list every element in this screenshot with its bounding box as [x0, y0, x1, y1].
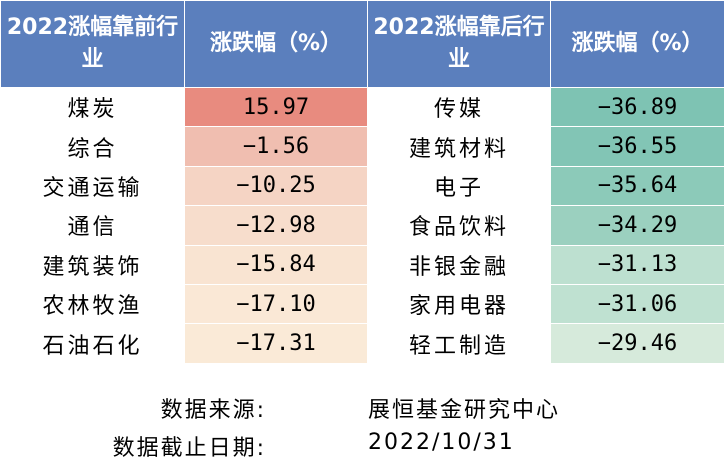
table-row: 通信 −12.98 食品饮料 −34.29 — [0, 205, 724, 246]
data-date-line: 数据截止日期: 2022/10/31 — [0, 430, 724, 466]
bottom-change-cell: −29.46 — [550, 323, 724, 364]
header-top-change: 涨跌幅（%） — [184, 0, 368, 88]
bottom-industry-cell: 电子 — [367, 165, 551, 207]
top-change-cell: −17.31 — [184, 323, 368, 364]
top-change-cell: 15.97 — [184, 86, 368, 128]
bottom-industry-cell: 非银金融 — [367, 244, 551, 285]
top-industry-cell: 建筑装饰 — [0, 244, 185, 285]
top-industry-cell: 石油石化 — [0, 323, 185, 364]
top-change-cell: −15.84 — [184, 244, 368, 285]
bottom-change-cell: −36.89 — [550, 86, 724, 128]
top-industry-cell: 通信 — [0, 205, 185, 246]
bottom-change-cell: −35.64 — [550, 165, 724, 207]
bottom-industry-cell: 传媒 — [367, 86, 551, 128]
data-date-label: 数据截止日期: — [112, 436, 266, 461]
bottom-industry-cell: 轻工制造 — [367, 323, 551, 364]
top-industry-cell: 综合 — [0, 126, 185, 167]
data-source-line: 数据来源: 展恒基金研究中心 — [0, 392, 724, 428]
header-bottom-industry: 2022涨幅靠后行业 — [367, 0, 551, 88]
top-industry-cell: 煤炭 — [0, 86, 185, 128]
table-row: 交通运输 −10.25 电子 −35.64 — [0, 165, 724, 207]
table-header-row: 2022涨幅靠前行业 涨跌幅（%） 2022涨幅靠后行业 涨跌幅（%） — [0, 0, 724, 88]
bottom-change-cell: −31.06 — [550, 283, 724, 325]
bottom-change-cell: −34.29 — [550, 205, 724, 246]
industry-performance-table: 2022涨幅靠前行业 涨跌幅（%） 2022涨幅靠后行业 涨跌幅（%） 煤炭 1… — [0, 0, 724, 364]
data-source-label: 数据来源: — [160, 398, 266, 423]
top-change-cell: −12.98 — [184, 205, 368, 246]
bottom-change-cell: −36.55 — [550, 126, 724, 167]
table-row: 综合 −1.56 建筑材料 −36.55 — [0, 126, 724, 167]
bottom-industry-cell: 建筑材料 — [367, 126, 551, 167]
data-date-value: 2022/10/31 — [368, 430, 515, 455]
table-row: 农林牧渔 −17.10 家用电器 −31.06 — [0, 283, 724, 325]
header-top-industry: 2022涨幅靠前行业 — [0, 0, 185, 88]
data-source-value: 展恒基金研究中心 — [368, 398, 561, 423]
bottom-change-cell: −31.13 — [550, 244, 724, 285]
top-industry-cell: 交通运输 — [0, 165, 185, 207]
table-row: 石油石化 −17.31 轻工制造 −29.46 — [0, 323, 724, 364]
bottom-industry-cell: 家用电器 — [367, 283, 551, 325]
top-change-cell: −1.56 — [184, 126, 368, 167]
bottom-industry-cell: 食品饮料 — [367, 205, 551, 246]
table-row: 建筑装饰 −15.84 非银金融 −31.13 — [0, 244, 724, 285]
top-change-cell: −17.10 — [184, 283, 368, 325]
top-change-cell: −10.25 — [184, 165, 368, 207]
top-industry-cell: 农林牧渔 — [0, 283, 185, 325]
table-row: 煤炭 15.97 传媒 −36.89 — [0, 86, 724, 128]
header-bottom-change: 涨跌幅（%） — [550, 0, 724, 88]
